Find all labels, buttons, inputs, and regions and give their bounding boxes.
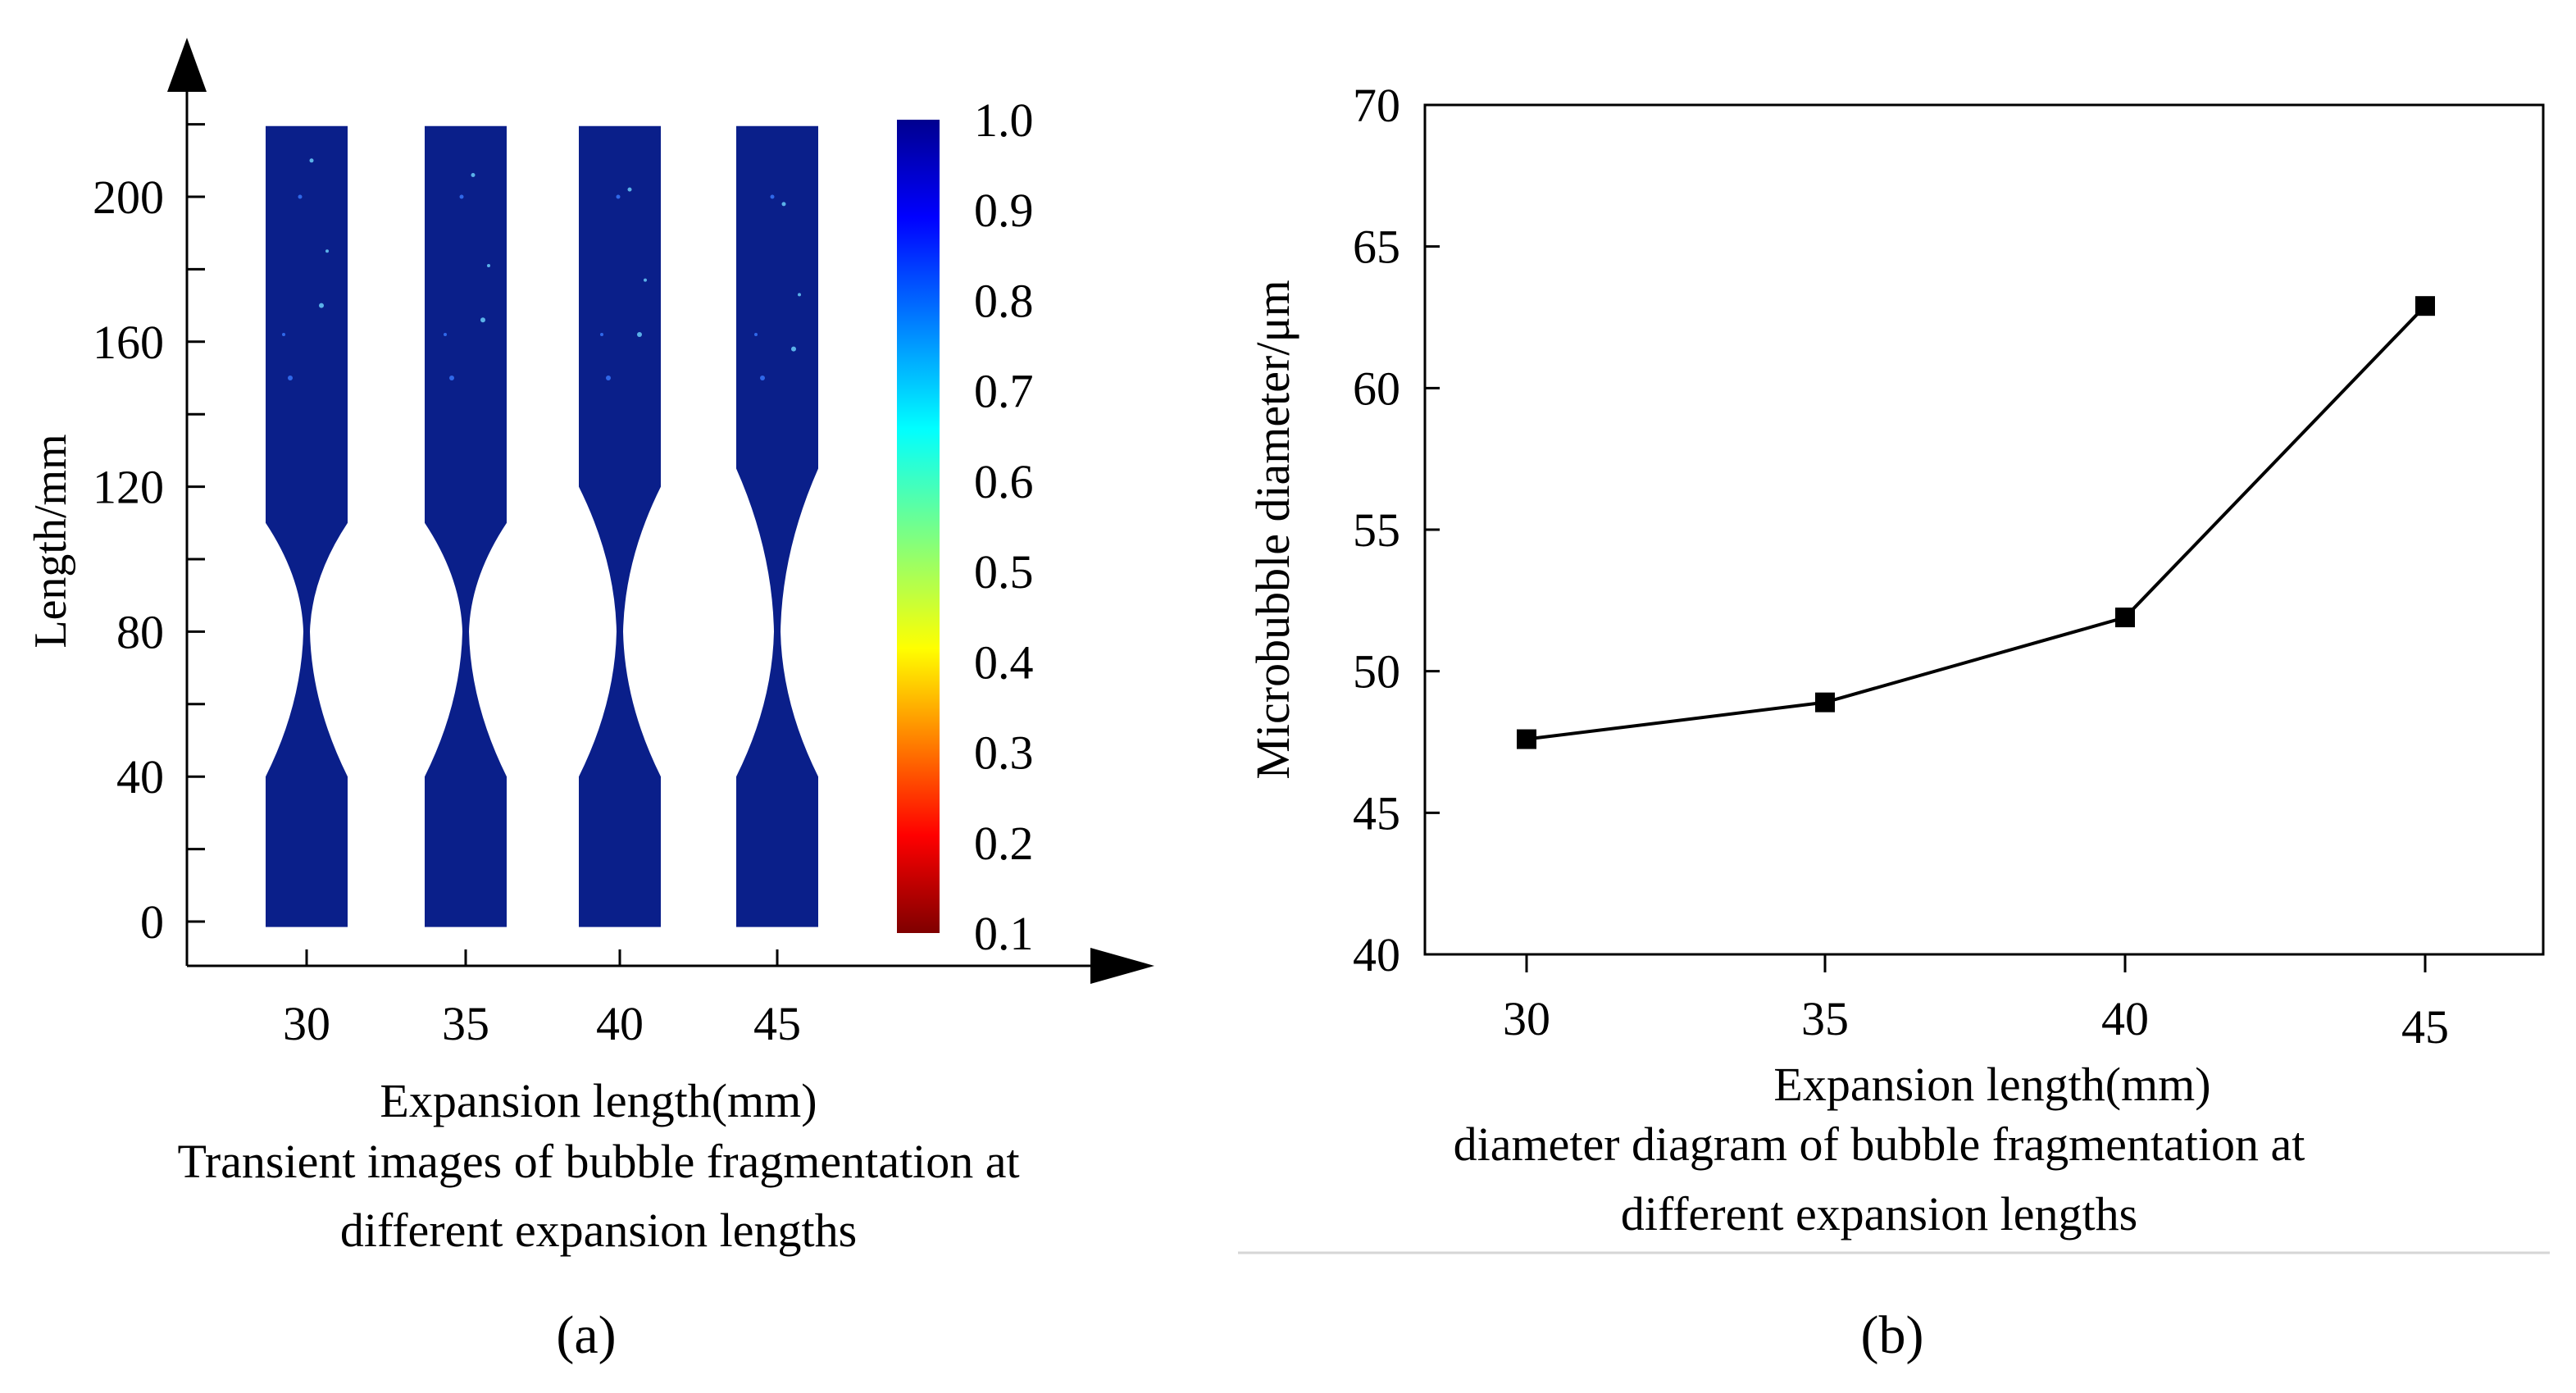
panel-a-y-tick-label: 80 (116, 605, 164, 658)
bubble-speck (487, 263, 490, 267)
panel-a-y-tick-label: 0 (140, 895, 164, 949)
bubble-speck (798, 293, 801, 297)
colorbar-tick-label: 0.5 (974, 545, 1034, 599)
bubble-speck (616, 194, 621, 199)
bubble-speck (637, 331, 642, 337)
panel-b-x-tick-label: 40 (2101, 992, 2149, 1045)
channel-30 (266, 125, 348, 927)
panel-a-y-tick-label: 120 (93, 461, 164, 514)
panel-b-caption-line-2: different expansion lengths (1621, 1187, 2137, 1240)
colorbar-tick-label: 0.3 (974, 726, 1034, 780)
colorbar: 1.0 0.9 0.8 0.7 0.6 0.5 0.4 0.3 0.2 0.1 (897, 93, 1034, 960)
colorbar-tick-label: 0.4 (974, 635, 1034, 689)
colorbar-tick-label: 0.9 (974, 184, 1034, 237)
panel-b-x-tick-label: 45 (2401, 1000, 2449, 1054)
panel-b-x-tick-label: 35 (1801, 992, 1849, 1045)
panel-a-x-tick-labels: 30 35 40 45 (283, 997, 801, 1050)
panel-a-x-tick-label: 40 (596, 997, 644, 1050)
bubble-speck (760, 376, 765, 380)
bubble-speck (325, 249, 329, 253)
panel-a-caption-box: Transient images of bubble fragmentation… (177, 1135, 1020, 1257)
panel-b-y-ticks: 40 45 50 55 60 65 70 (1353, 79, 1440, 981)
bubble-speck (449, 376, 454, 380)
panel-b-series-line (1526, 304, 2427, 741)
bubble-speck (444, 332, 447, 336)
panel-a-y-tick-label: 200 (93, 171, 164, 224)
panel-a-y-tick-labels: 0 40 80 120 160 200 (93, 171, 164, 949)
bubble-speck (770, 194, 775, 199)
panel-b-plot-frame (1423, 103, 2545, 956)
panel-b-y-tick-label: 40 (1353, 928, 1400, 981)
panel-b-x-tick-label: 30 (1503, 992, 1550, 1045)
colorbar-tick-label: 0.1 (974, 907, 1034, 960)
panel-b-y-tick-label: 60 (1353, 362, 1400, 415)
panel-b-y-tick-label: 45 (1353, 786, 1400, 840)
colorbar-tick-label: 0.7 (974, 365, 1034, 418)
panel-b-y-tick-label: 55 (1353, 503, 1400, 557)
panel-a-caption: Transient images of bubble fragmentation… (177, 1135, 1020, 1257)
colorbar-tick-label: 0.2 (974, 817, 1034, 870)
panel-a-y-axis-label: Length/mm (25, 434, 76, 648)
channel-40 (579, 125, 661, 927)
colorbar-gradient (897, 120, 940, 933)
bubble-speck (754, 332, 758, 336)
colorbar-tick-label: 0.6 (974, 455, 1034, 508)
panel-b-data-point (1517, 729, 1536, 749)
panel-b-x-ticks: 30 35 40 45 (1503, 954, 2449, 1054)
panel-b-caption-line-1: diameter diagram of bubble fragmentation… (1454, 1118, 2305, 1171)
panel-a-y-tick-label: 160 (93, 316, 164, 369)
panel-b-y-tick-label: 65 (1353, 221, 1400, 274)
panel-b-letter: (b) (1861, 1305, 1924, 1365)
channel-45 (736, 125, 818, 927)
panel-a-axes (167, 38, 1154, 984)
colorbar-tick-label: 0.8 (974, 274, 1034, 327)
bubble-speck (288, 376, 293, 380)
panel-a-channels (266, 125, 818, 927)
panel-b-y-tick-label: 70 (1353, 79, 1400, 132)
bubble-speck (600, 332, 603, 336)
panel-b-series (1517, 296, 2435, 749)
colorbar-tick-label: 1.0 (974, 93, 1034, 147)
panel-a-x-tick-label: 35 (442, 997, 489, 1050)
bubble-speck (459, 194, 464, 199)
panel-b-y-axis-label: Microbubble diameter/μm (1246, 280, 1299, 779)
bubble-speck (791, 346, 796, 352)
bubble-speck (781, 202, 786, 207)
bubble-speck (319, 303, 324, 308)
panel-b-x-axis-label: Expansion length(mm) (1773, 1058, 2210, 1111)
bubble-speck (606, 376, 611, 380)
bubble-speck (627, 187, 632, 192)
panel-a-x-axis-label: Expansion length(mm) (380, 1074, 817, 1127)
bubble-speck (298, 194, 303, 199)
bubble-speck (480, 317, 485, 323)
channel-35 (425, 125, 507, 927)
bubble-speck (644, 278, 647, 282)
panel-b-data-point (2115, 608, 2135, 628)
panel-b: 40 45 50 55 60 65 70 30 35 40 45 Microbubble diam… (1238, 79, 2550, 1365)
panel-a-x-tick-label: 45 (753, 997, 801, 1050)
panel-a-x-tick-label: 30 (283, 997, 330, 1050)
panel-b-data-point (1815, 692, 1835, 712)
panel-b-y-tick-label: 50 (1353, 645, 1400, 699)
bubble-speck (309, 158, 314, 163)
panel-a-letter: (a) (556, 1305, 616, 1365)
panel-a: 0 40 80 120 160 200 30 35 40 45 1.0 0.9 0.8 0.7 0.6 0… (25, 38, 1154, 1365)
bubble-speck (282, 332, 285, 336)
panel-b-data-point (2415, 296, 2435, 316)
panel-a-x-axis-arrow (1090, 948, 1154, 984)
panel-a-y-tick-label: 40 (116, 750, 164, 803)
panel-a-y-axis-arrow (167, 38, 207, 92)
bubble-speck (471, 172, 476, 177)
